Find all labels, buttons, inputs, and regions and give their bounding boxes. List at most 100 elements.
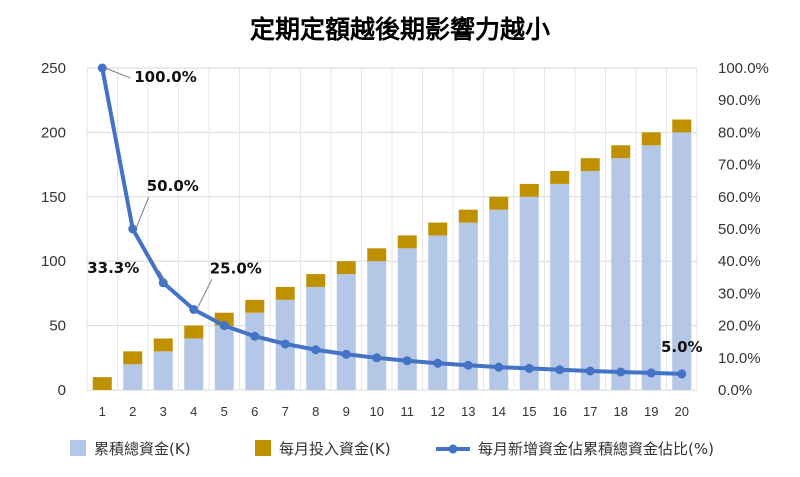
ratio-point xyxy=(341,349,351,359)
data-labels: 100.0% 50.0% 33.3% 25.0% 5.0% xyxy=(87,67,703,356)
right-axis-tick-label: 80.0% xyxy=(718,124,761,141)
ratio-point xyxy=(616,367,626,377)
x-axis-tick-label: 8 xyxy=(312,404,319,419)
data-label: 5.0% xyxy=(661,338,703,356)
bar-total-capital xyxy=(672,132,692,390)
bar-total-capital xyxy=(428,235,448,390)
ratio-point xyxy=(311,345,321,355)
data-label: 33.3% xyxy=(87,259,139,277)
x-axis-tick-label: 12 xyxy=(431,404,445,419)
x-axis-ticks: 1 2 3 4 5 6 7 8 9 10 11 12 13 14 15 16 17 18 19 20 xyxy=(99,404,689,419)
chart-title: 定期定額越後期影響力越小 xyxy=(250,15,550,44)
bar-monthly-investment xyxy=(641,132,661,146)
bar-total-capital xyxy=(641,145,661,390)
left-axis-tick-label: 100 xyxy=(41,253,66,270)
ratio-point xyxy=(280,339,290,349)
data-label-leader xyxy=(135,196,150,230)
bar-monthly-investment xyxy=(245,299,265,313)
left-axis-ticks: 0 50 100 150 200 250 xyxy=(41,60,66,399)
right-axis-tick-label: 70.0% xyxy=(718,157,761,174)
bar-total-capital xyxy=(397,248,417,390)
right-axis-tick-label: 20.0% xyxy=(718,318,761,335)
x-axis-tick-label: 19 xyxy=(644,404,658,419)
bar-total-capital xyxy=(123,364,143,390)
left-axis-tick-label: 0 xyxy=(58,382,66,399)
bar-total-capital xyxy=(550,183,570,390)
bar-monthly-investment xyxy=(580,158,600,172)
bar-monthly-investment xyxy=(550,171,570,184)
x-axis-tick-label: 7 xyxy=(282,404,289,419)
x-axis-tick-label: 3 xyxy=(160,404,167,419)
bar-total-capital xyxy=(489,209,509,390)
right-axis-tick-label: 0.0% xyxy=(718,382,752,399)
right-axis-tick-label: 60.0% xyxy=(718,189,761,206)
bar-total-capital xyxy=(336,274,356,390)
ratio-point xyxy=(524,363,534,373)
bar-monthly-investment xyxy=(275,286,295,300)
bar-monthly-investment xyxy=(611,145,631,159)
x-axis-tick-label: 11 xyxy=(401,404,415,419)
bar-monthly-investment xyxy=(153,338,173,352)
bar-total-capital xyxy=(245,312,265,390)
data-label: 25.0% xyxy=(210,260,262,278)
ratio-line xyxy=(100,67,682,376)
x-axis-tick-label: 9 xyxy=(343,404,350,419)
data-label: 50.0% xyxy=(147,177,199,195)
bar-monthly-investment xyxy=(367,248,387,262)
bar-monthly-investment xyxy=(306,274,326,287)
x-axis-tick-label: 4 xyxy=(190,404,197,419)
x-axis-tick-label: 15 xyxy=(522,404,536,419)
ratio-point xyxy=(250,331,260,341)
bar-monthly-investment xyxy=(458,209,478,223)
ratio-point xyxy=(402,356,412,366)
bar-monthly-investment xyxy=(519,183,539,197)
x-axis-tick-label: 16 xyxy=(553,404,567,419)
x-axis-tick-label: 14 xyxy=(492,404,506,419)
legend-label: 每月投入資金(K) xyxy=(279,440,391,458)
x-axis-tick-label: 17 xyxy=(583,404,597,419)
x-axis-tick-label: 20 xyxy=(675,404,689,419)
bar-monthly-investment xyxy=(123,351,143,365)
bar-monthly-investment xyxy=(184,325,204,339)
x-axis-tick-label: 10 xyxy=(370,404,384,419)
data-label: 100.0% xyxy=(134,68,196,86)
legend-label: 累積總資金(K) xyxy=(94,440,191,458)
ratio-point xyxy=(189,305,199,314)
bar-total-capital xyxy=(611,158,631,390)
legend-swatch-total-capital xyxy=(70,440,86,456)
gridlines xyxy=(86,67,698,391)
ratio-point xyxy=(494,362,504,372)
left-axis-tick-label: 150 xyxy=(41,189,66,206)
left-axis-tick-label: 50 xyxy=(49,318,66,335)
bar-total-capital xyxy=(153,351,173,390)
ratio-point xyxy=(433,358,443,368)
data-label-leader xyxy=(105,67,131,79)
ratio-point xyxy=(646,368,656,378)
legend-swatch-ratio-point xyxy=(448,444,458,454)
bar-total-capital xyxy=(214,325,234,390)
ratio-point xyxy=(97,63,107,73)
x-axis-tick-label: 5 xyxy=(221,404,228,419)
bar-total-capital xyxy=(458,222,478,390)
ratio-point xyxy=(372,353,382,363)
ratio-point xyxy=(677,369,687,379)
bar-total-capital xyxy=(367,261,387,390)
bar-series xyxy=(92,119,692,390)
bar-monthly-investment xyxy=(92,377,112,390)
bar-monthly-investment xyxy=(397,235,417,249)
right-axis-ticks: 0.0% 10.0% 20.0% 30.0% 40.0% 50.0% 60.0% 70.0% 8… xyxy=(718,60,769,399)
ratio-point xyxy=(555,365,565,375)
ratio-point xyxy=(463,360,473,370)
legend-label: 每月新增資金佔累積總資金佔比(%) xyxy=(478,440,714,458)
left-axis-tick-label: 250 xyxy=(41,60,66,77)
bar-total-capital xyxy=(184,338,204,390)
bar-monthly-investment xyxy=(336,261,356,275)
x-axis-tick-label: 18 xyxy=(614,404,628,419)
right-axis-tick-label: 10.0% xyxy=(718,350,761,367)
ratio-point xyxy=(128,224,138,234)
x-axis-tick-label: 1 xyxy=(99,404,106,419)
legend-swatch-monthly-investment xyxy=(255,440,271,456)
right-axis-tick-label: 40.0% xyxy=(718,253,761,270)
ratio-point xyxy=(158,278,168,288)
bar-total-capital xyxy=(306,286,326,390)
